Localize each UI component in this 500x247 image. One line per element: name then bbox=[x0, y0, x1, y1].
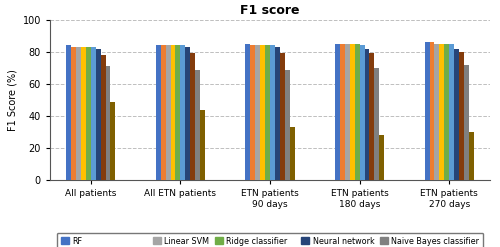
Bar bbox=[81, 47, 86, 180]
Bar bbox=[106, 66, 110, 180]
Bar bbox=[464, 65, 469, 180]
Bar bbox=[374, 68, 380, 180]
Legend: RF, Logistic regression, Linear SVM, LDA, Ridge classifier, Linear regression, N: RF, Logistic regression, Linear SVM, LDA… bbox=[56, 232, 484, 247]
Bar bbox=[280, 54, 285, 180]
Bar bbox=[186, 47, 190, 180]
Bar bbox=[345, 44, 350, 180]
Bar bbox=[190, 54, 195, 180]
Bar bbox=[364, 49, 370, 180]
Bar bbox=[459, 52, 464, 180]
Bar bbox=[354, 44, 360, 180]
Bar bbox=[180, 45, 186, 180]
Bar bbox=[200, 110, 205, 180]
Bar bbox=[260, 45, 265, 180]
Bar bbox=[340, 44, 345, 180]
Bar bbox=[469, 132, 474, 180]
Bar bbox=[434, 44, 440, 180]
Title: F1 score: F1 score bbox=[240, 4, 300, 17]
Bar bbox=[250, 45, 255, 180]
Bar bbox=[449, 44, 454, 180]
Bar bbox=[275, 47, 280, 180]
Bar bbox=[96, 49, 100, 180]
Bar bbox=[86, 47, 91, 180]
Bar bbox=[246, 44, 250, 180]
Y-axis label: F1 Score (%): F1 Score (%) bbox=[7, 69, 17, 131]
Bar bbox=[100, 55, 105, 180]
Bar bbox=[350, 44, 354, 180]
Bar bbox=[71, 47, 76, 180]
Bar bbox=[66, 45, 71, 180]
Bar bbox=[265, 45, 270, 180]
Bar bbox=[195, 70, 200, 180]
Bar bbox=[370, 54, 374, 180]
Bar bbox=[430, 42, 434, 180]
Bar bbox=[170, 45, 175, 180]
Bar bbox=[380, 135, 384, 180]
Bar bbox=[166, 45, 170, 180]
Bar bbox=[440, 44, 444, 180]
Bar bbox=[110, 102, 116, 180]
Bar bbox=[290, 127, 294, 180]
Bar bbox=[285, 70, 290, 180]
Bar bbox=[444, 44, 449, 180]
Bar bbox=[424, 42, 430, 180]
Bar bbox=[156, 45, 160, 180]
Bar bbox=[454, 49, 459, 180]
Bar bbox=[160, 45, 166, 180]
Bar bbox=[176, 45, 180, 180]
Bar bbox=[335, 44, 340, 180]
Bar bbox=[270, 45, 275, 180]
Bar bbox=[76, 47, 81, 180]
Bar bbox=[255, 45, 260, 180]
Bar bbox=[360, 45, 364, 180]
Bar bbox=[91, 47, 96, 180]
